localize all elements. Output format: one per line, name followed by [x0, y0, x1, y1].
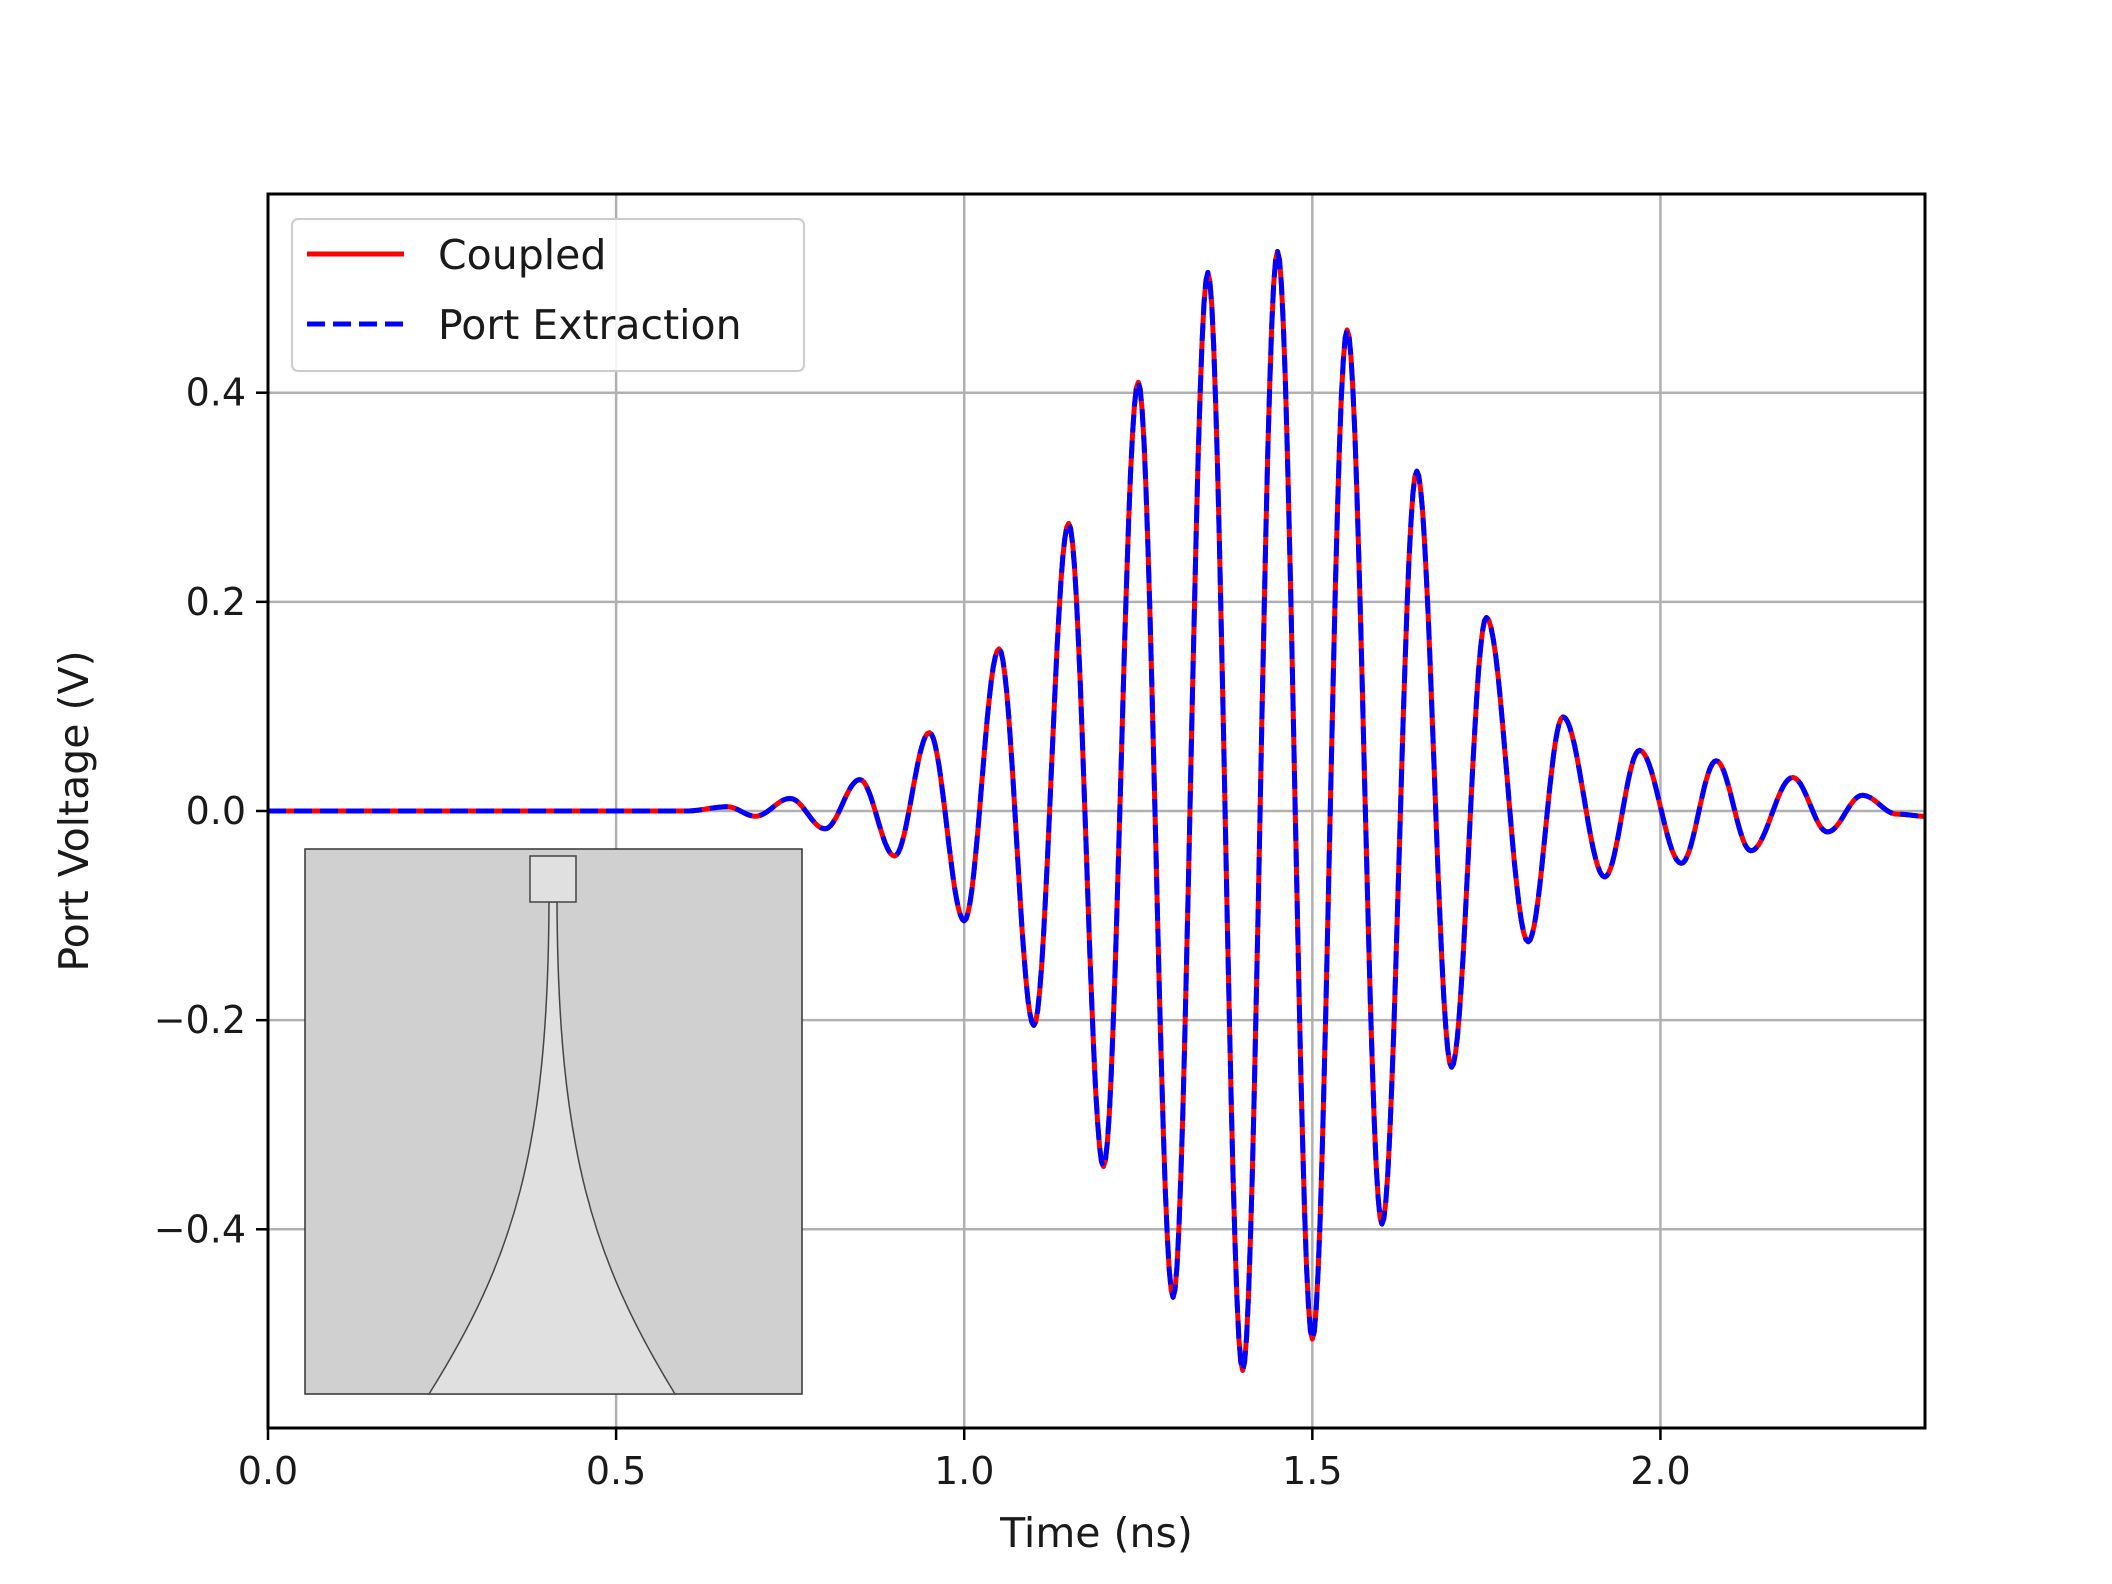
x-tick-label: 0.5 [586, 1449, 646, 1493]
legend-label-coupled: Coupled [438, 231, 606, 279]
y-tick-label: −0.2 [154, 998, 246, 1042]
x-tick-label: 1.0 [934, 1449, 994, 1493]
y-tick-label: 0.4 [186, 371, 246, 415]
y-axis-label: Port Voltage (V) [50, 650, 98, 971]
series-line-port-extraction [268, 249, 1926, 1373]
legend-label-port-extraction: Port Extraction [438, 301, 742, 349]
x-tick-label: 2.0 [1630, 1449, 1690, 1493]
x-tick-label: 1.5 [1282, 1449, 1342, 1493]
antenna-feed-pad [529, 855, 577, 903]
y-tick-label: 0.0 [186, 789, 246, 833]
series-layer [268, 249, 1926, 1373]
antenna-inset [304, 848, 803, 1395]
y-tick-label: −0.4 [154, 1207, 246, 1251]
axis-ticks: 0.0 0.5 1.0 1.5 2.0 0.4 0.2 0.0 −0.2 −0.4 [154, 371, 1691, 1493]
antenna-taper-shape [427, 901, 677, 1395]
x-tick-label: 0.0 [238, 1449, 298, 1493]
x-axis-label: Time (ns) [999, 1509, 1193, 1557]
legend: Coupled Port Extraction [291, 218, 805, 372]
legend-box [291, 218, 805, 372]
y-tick-label: 0.2 [186, 580, 246, 624]
